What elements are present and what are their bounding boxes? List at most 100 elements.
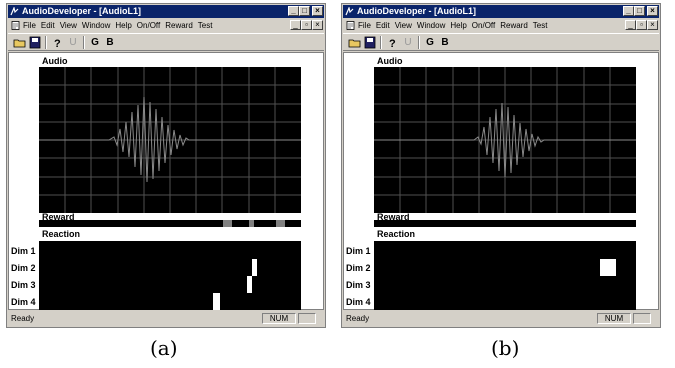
caption-b: (b) (491, 336, 520, 360)
toolbar-b-button[interactable]: B (106, 37, 114, 48)
minimize-button[interactable]: _ (288, 6, 299, 16)
caption-a: (a) (150, 336, 178, 360)
menu-bar: File Edit View Window Help On/Off Reward Test _… (8, 19, 324, 32)
reaction-block (252, 259, 257, 276)
toolbar: ? U G B (343, 33, 659, 51)
mdi-close-button[interactable]: × (647, 20, 658, 30)
audio-waveform-plot (39, 67, 301, 213)
save-disk-icon[interactable] (363, 36, 377, 49)
status-pane (633, 313, 651, 324)
reward-label: Reward (377, 212, 410, 222)
menu-file[interactable]: File (23, 21, 36, 30)
window-controls: _ □ × (288, 6, 323, 17)
close-button[interactable]: × (647, 6, 658, 16)
dim-3-label: Dim 3 (11, 280, 36, 290)
open-folder-icon[interactable] (348, 36, 362, 49)
status-bar: Ready NUM (8, 312, 324, 326)
status-text: Ready (346, 314, 370, 323)
num-lock-indicator: NUM (597, 313, 631, 324)
toolbar-separator (380, 36, 382, 49)
audio-label: Audio (377, 56, 403, 66)
menu-reward[interactable]: Reward (500, 21, 528, 30)
document-icon[interactable] (346, 21, 355, 30)
document-icon[interactable] (11, 21, 20, 30)
mdi-controls: _ ▫ × (625, 20, 658, 33)
dim-4-label: Dim 4 (11, 297, 36, 307)
app-icon (345, 7, 354, 16)
waveform-svg (39, 67, 301, 213)
help-question-icon[interactable]: ? (385, 36, 399, 49)
minimize-button[interactable]: _ (623, 6, 634, 16)
toolbar-separator (45, 36, 47, 49)
dim-4-label: Dim 4 (346, 297, 371, 307)
mdi-minimize-button[interactable]: _ (290, 20, 301, 30)
audio-label: Audio (42, 56, 68, 66)
toolbar-g-button[interactable]: G (91, 37, 99, 48)
dim-2-label: Dim 2 (11, 263, 36, 273)
mdi-restore-button[interactable]: ▫ (636, 20, 647, 30)
reward-segment (223, 220, 232, 227)
reaction-block (213, 293, 220, 310)
menu-on-off[interactable]: On/Off (471, 21, 496, 30)
toolbar: ? U G B (8, 33, 324, 51)
toolbar-u-button[interactable]: U (404, 37, 412, 48)
maximize-button[interactable]: □ (634, 6, 645, 16)
menu-window[interactable]: Window (81, 21, 111, 30)
menu-view[interactable]: View (394, 21, 412, 30)
help-question-icon[interactable]: ? (50, 36, 64, 49)
reward-label: Reward (42, 212, 75, 222)
toolbar-separator (418, 36, 420, 49)
menu-view[interactable]: View (59, 21, 77, 30)
svg-text:?: ? (389, 38, 396, 49)
save-disk-icon[interactable] (28, 36, 42, 49)
reaction-label: Reaction (42, 229, 81, 239)
toolbar-separator (83, 36, 85, 49)
reward-bar (374, 220, 636, 227)
close-button[interactable]: × (312, 6, 323, 16)
menu-file[interactable]: File (358, 21, 371, 30)
title-bar: AudioDeveloper - [AudioL1] _ □ × (8, 5, 324, 18)
menu-test[interactable]: Test (197, 21, 213, 30)
waveform-svg (374, 67, 636, 213)
menu-reward[interactable]: Reward (165, 21, 193, 30)
reaction-block (247, 276, 252, 293)
audio-waveform-plot (374, 67, 636, 213)
app-icon (10, 7, 19, 16)
menu-bar: File Edit View Window Help On/Off Reward Test _… (343, 19, 659, 32)
reward-segment (276, 220, 285, 227)
document-view: Audio Reward Reaction Dim 1 Dim 2 Dim 3 … (8, 52, 324, 310)
dim-1-label: Dim 1 (11, 246, 36, 256)
mdi-restore-button[interactable]: ▫ (301, 20, 312, 30)
menu-help[interactable]: Help (115, 21, 132, 30)
toolbar-g-button[interactable]: G (426, 37, 434, 48)
reward-bar (39, 220, 301, 227)
menu-on-off[interactable]: On/Off (136, 21, 161, 30)
svg-text:?: ? (54, 38, 61, 49)
title-bar: AudioDeveloper - [AudioL1] _ □ × (343, 5, 659, 18)
toolbar-u-button[interactable]: U (69, 37, 77, 48)
open-folder-icon[interactable] (13, 36, 27, 49)
status-pane (298, 313, 316, 324)
menu-window[interactable]: Window (416, 21, 446, 30)
menu-edit[interactable]: Edit (40, 21, 55, 30)
status-bar: Ready NUM (343, 312, 659, 326)
document-view: Audio Reward Reaction Dim 1 Dim 2 Dim 3 … (343, 52, 659, 310)
audio-developer-window-b: AudioDeveloper - [AudioL1] _ □ × File Edit V… (341, 3, 661, 328)
reaction-plot (39, 241, 301, 310)
num-lock-indicator: NUM (262, 313, 296, 324)
window-title: AudioDeveloper - [AudioL1] (357, 6, 476, 16)
mdi-close-button[interactable]: × (312, 20, 323, 30)
window-controls: _ □ × (623, 6, 658, 17)
dim-3-label: Dim 3 (346, 280, 371, 290)
window-title: AudioDeveloper - [AudioL1] (22, 6, 141, 16)
toolbar-b-button[interactable]: B (441, 37, 449, 48)
audio-developer-window-a: AudioDeveloper - [AudioL1] _ □ × File Edit V… (6, 3, 326, 328)
reaction-block (600, 259, 616, 276)
menu-edit[interactable]: Edit (375, 21, 390, 30)
mdi-minimize-button[interactable]: _ (625, 20, 636, 30)
mdi-controls: _ ▫ × (290, 20, 323, 33)
maximize-button[interactable]: □ (299, 6, 310, 16)
menu-test[interactable]: Test (532, 21, 548, 30)
menu-help[interactable]: Help (450, 21, 467, 30)
reaction-label: Reaction (377, 229, 416, 239)
